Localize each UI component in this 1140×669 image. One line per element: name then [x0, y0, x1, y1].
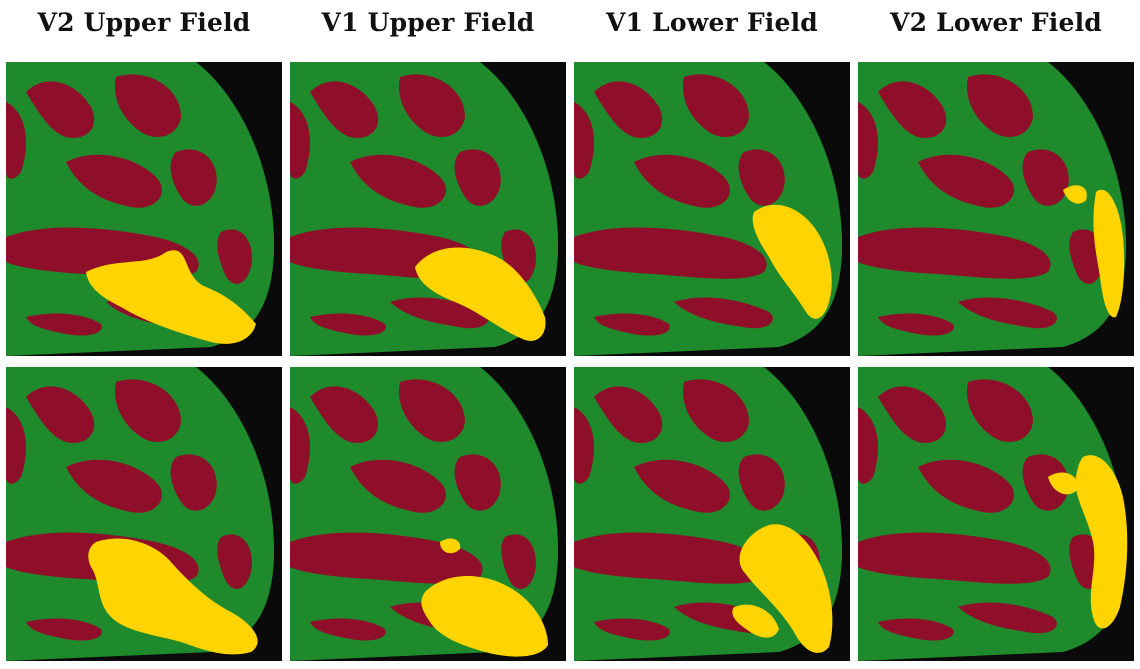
sulcus-region — [738, 454, 785, 511]
sulcus-region — [350, 459, 446, 513]
activation-region — [1075, 455, 1128, 629]
sulcus-region — [26, 618, 102, 641]
sulcus-region — [290, 102, 310, 179]
activation-region — [86, 250, 256, 344]
sulcus-region — [683, 379, 749, 442]
activation-region — [739, 524, 833, 653]
activation-region — [415, 247, 546, 341]
brain-map-grid — [6, 62, 1134, 662]
sulcus-region — [594, 313, 670, 336]
sulcus-region — [217, 534, 252, 589]
sulcus-region — [26, 81, 95, 138]
heading-v1-upper-field: V1 Upper Field — [321, 8, 535, 37]
panel-r1-v2-lower — [858, 62, 1134, 356]
sulcus-region — [967, 74, 1033, 137]
activation-region — [1063, 185, 1087, 204]
sulcus-region — [310, 618, 386, 641]
sulcus-region — [170, 149, 217, 206]
sulcus-region — [6, 102, 26, 179]
sulcus-region — [858, 532, 1051, 584]
sulcus-region — [26, 313, 102, 336]
sulcus-region — [66, 154, 162, 208]
sulcus-region — [170, 454, 217, 511]
sulcus-region — [958, 297, 1057, 329]
activation-region — [1093, 189, 1125, 318]
sulcus-region — [858, 227, 1051, 279]
sulcus-region — [967, 379, 1033, 442]
activation-region — [1048, 472, 1079, 495]
sulcus-region — [290, 407, 310, 484]
cortex-map-image — [574, 62, 850, 356]
sulcus-region — [958, 602, 1057, 634]
sulcus-region — [26, 386, 95, 443]
cortex-map-image — [858, 62, 1134, 356]
sulcus-region — [594, 81, 663, 138]
panel-r1-v1-lower — [574, 62, 850, 356]
heading-v2-lower-field: V2 Lower Field — [890, 8, 1102, 37]
cortex-map-image — [6, 62, 282, 356]
sulcus-region — [574, 407, 594, 484]
sulcus-region — [594, 618, 670, 641]
sulcus-region — [918, 459, 1014, 513]
sulcus-region — [501, 534, 536, 589]
panel-r1-v2-upper — [6, 62, 282, 356]
sulcus-region — [574, 532, 767, 584]
sulcus-region — [350, 154, 446, 208]
sulcus-region — [634, 154, 730, 208]
sulcus-region — [878, 618, 954, 641]
sulcus-region — [115, 74, 181, 137]
sulcus-region — [115, 379, 181, 442]
sulcus-region — [454, 454, 501, 511]
sulcus-region — [66, 459, 162, 513]
sulcus-region — [634, 459, 730, 513]
panel-r1-v1-upper — [290, 62, 566, 356]
heading-v1-lower-field: V1 Lower Field — [606, 8, 818, 37]
activation-region — [752, 204, 832, 319]
sulcus-region — [878, 313, 954, 336]
column-headings: V2 Upper Field V1 Upper Field V1 Lower F… — [0, 0, 1140, 58]
activation-region — [88, 538, 258, 655]
sulcus-region — [594, 386, 663, 443]
sulcus-region — [683, 74, 749, 137]
cortex-map-image — [290, 62, 566, 356]
panel-r2-v2-upper — [6, 367, 282, 661]
sulcus-region — [1022, 454, 1069, 511]
panel-r2-v1-lower — [574, 367, 850, 661]
cortex-map-image — [574, 367, 850, 661]
heading-v2-upper-field: V2 Upper Field — [37, 8, 251, 37]
activation-region — [732, 604, 779, 638]
cortex-map-image — [858, 367, 1134, 661]
panel-r2-v2-lower — [858, 367, 1134, 661]
sulcus-region — [738, 149, 785, 206]
sulcus-region — [574, 227, 767, 279]
sulcus-region — [1022, 149, 1069, 206]
activation-region — [421, 575, 548, 657]
panel-r2-v1-upper — [290, 367, 566, 661]
cortex-map-image — [290, 367, 566, 661]
sulcus-region — [674, 297, 773, 329]
sulcus-region — [878, 81, 947, 138]
sulcus-region — [290, 532, 483, 584]
sulcus-region — [6, 407, 26, 484]
sulcus-region — [454, 149, 501, 206]
sulcus-region — [399, 379, 465, 442]
sulcus-region — [858, 102, 878, 179]
sulcus-region — [310, 81, 379, 138]
cortex-map-image — [6, 367, 282, 661]
sulcus-region — [918, 154, 1014, 208]
sulcus-region — [858, 407, 878, 484]
sulcus-region — [310, 386, 379, 443]
sulcus-region — [399, 74, 465, 137]
activation-region — [440, 538, 461, 554]
sulcus-region — [310, 313, 386, 336]
sulcus-region — [878, 386, 947, 443]
sulcus-region — [217, 229, 252, 284]
sulcus-region — [574, 102, 594, 179]
